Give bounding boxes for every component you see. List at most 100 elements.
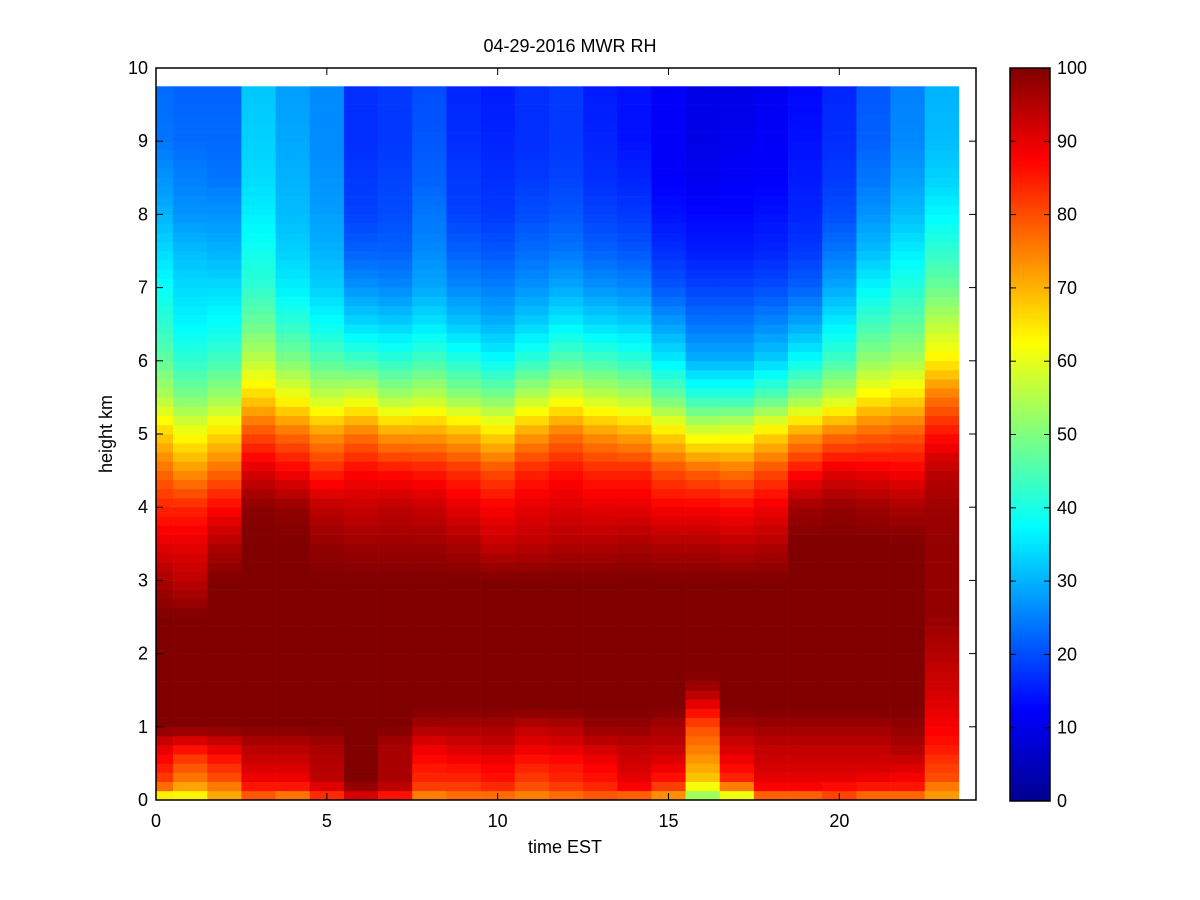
heatmap-cell xyxy=(856,251,891,261)
heatmap-cell xyxy=(548,223,584,233)
heatmap-cell xyxy=(241,260,276,270)
heatmap-cell xyxy=(275,717,311,728)
heatmap-cell xyxy=(685,507,721,517)
heatmap-cell xyxy=(651,772,686,782)
heatmap-cell xyxy=(309,324,345,334)
heatmap-cell xyxy=(685,113,721,124)
heatmap-cell xyxy=(822,671,857,682)
heatmap-cell xyxy=(309,287,345,298)
heatmap-cell xyxy=(412,617,447,627)
heatmap-cell xyxy=(378,635,413,645)
heatmap-cell xyxy=(275,479,311,490)
heatmap-cell xyxy=(685,305,721,316)
heatmap-cell xyxy=(173,781,208,792)
heatmap-cell xyxy=(924,214,960,224)
heatmap-cell xyxy=(173,461,208,471)
heatmap-cell xyxy=(309,525,345,535)
heatmap-cell xyxy=(480,168,516,179)
y-axis-tick-label: 9 xyxy=(138,131,148,151)
heatmap-cell xyxy=(548,562,584,572)
heatmap-cell xyxy=(378,415,413,426)
heatmap-cell xyxy=(446,379,481,389)
heatmap-cell xyxy=(446,388,481,398)
heatmap-cell xyxy=(241,251,276,261)
heatmap-cell xyxy=(617,571,652,581)
heatmap-cell xyxy=(788,315,823,325)
colorbar-tick-label: 80 xyxy=(1057,205,1077,225)
heatmap-cell xyxy=(651,333,686,343)
heatmap-cell xyxy=(412,790,447,801)
heatmap-cell xyxy=(822,104,857,115)
heatmap-cell xyxy=(617,690,652,700)
heatmap-cell xyxy=(856,516,891,526)
heatmap-cell xyxy=(890,241,926,252)
heatmap-cell xyxy=(514,763,550,773)
heatmap-cell xyxy=(173,424,208,435)
colorbar-tick-label: 20 xyxy=(1057,644,1077,664)
heatmap-cell xyxy=(685,543,721,554)
heatmap-cell xyxy=(651,315,686,325)
heatmap-cell xyxy=(685,781,721,792)
heatmap-cell xyxy=(156,168,174,179)
heatmap-cell xyxy=(890,113,926,124)
heatmap-cell xyxy=(753,296,789,307)
heatmap-cell xyxy=(788,388,823,398)
heatmap-cell xyxy=(583,369,618,380)
heatmap-cell xyxy=(719,132,755,142)
heatmap-cell xyxy=(275,726,311,737)
heatmap-cell xyxy=(924,388,960,398)
heatmap-cell xyxy=(275,278,311,288)
heatmap-cell xyxy=(514,671,550,682)
heatmap-cell xyxy=(890,726,926,737)
heatmap-cell xyxy=(651,598,686,609)
heatmap-cell xyxy=(156,443,174,453)
heatmap-cell xyxy=(583,241,618,252)
heatmap-cell xyxy=(685,772,721,782)
heatmap-cell xyxy=(822,159,857,169)
heatmap-cell xyxy=(241,562,276,572)
heatmap-cell xyxy=(856,635,891,645)
heatmap-cell xyxy=(343,653,379,664)
heatmap-cell xyxy=(241,443,276,453)
heatmap-cell xyxy=(685,726,721,737)
heatmap-cell xyxy=(583,278,618,288)
heatmap-cell xyxy=(822,406,857,416)
heatmap-cell xyxy=(343,260,379,270)
heatmap-cell xyxy=(924,251,960,261)
heatmap-cell xyxy=(173,251,208,261)
heatmap-cell xyxy=(480,369,516,380)
heatmap-cell xyxy=(343,132,379,142)
heatmap-cell xyxy=(719,177,755,188)
heatmap-cell xyxy=(788,589,823,599)
heatmap-cell xyxy=(173,552,208,563)
heatmap-cell xyxy=(309,543,345,554)
heatmap-cell xyxy=(207,562,242,572)
colorbar-tick-label: 100 xyxy=(1057,58,1087,78)
heatmap-cell xyxy=(856,690,891,700)
heatmap-cell xyxy=(156,141,174,151)
heatmap-cell xyxy=(446,571,481,581)
heatmap-cell xyxy=(753,470,789,481)
heatmap-cell xyxy=(275,607,311,618)
heatmap-cell xyxy=(856,223,891,233)
heatmap-cell xyxy=(924,607,960,618)
heatmap-cell xyxy=(241,305,276,316)
heatmap-cell xyxy=(822,324,857,334)
heatmap-cell xyxy=(378,251,413,261)
heatmap-cell xyxy=(173,772,208,782)
heatmap-cell xyxy=(480,717,516,728)
heatmap-cell xyxy=(753,196,789,206)
heatmap-cell xyxy=(924,232,960,243)
heatmap-cell xyxy=(309,580,345,590)
heatmap-cell xyxy=(480,470,516,481)
heatmap-cell xyxy=(156,132,174,142)
heatmap-cell xyxy=(309,662,345,673)
heatmap-cell xyxy=(343,177,379,188)
heatmap-cell xyxy=(856,159,891,169)
heatmap-cell xyxy=(548,690,584,700)
heatmap-cell xyxy=(583,735,618,746)
heatmap-cell xyxy=(514,598,550,609)
heatmap-cell xyxy=(924,671,960,682)
heatmap-cell xyxy=(548,479,584,490)
heatmap-cell xyxy=(241,360,276,371)
